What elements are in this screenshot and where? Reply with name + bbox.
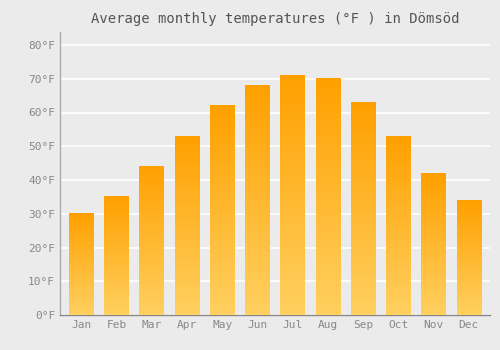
Title: Average monthly temperatures (°F ) in Dömsöd: Average monthly temperatures (°F ) in Dö… — [91, 12, 459, 26]
